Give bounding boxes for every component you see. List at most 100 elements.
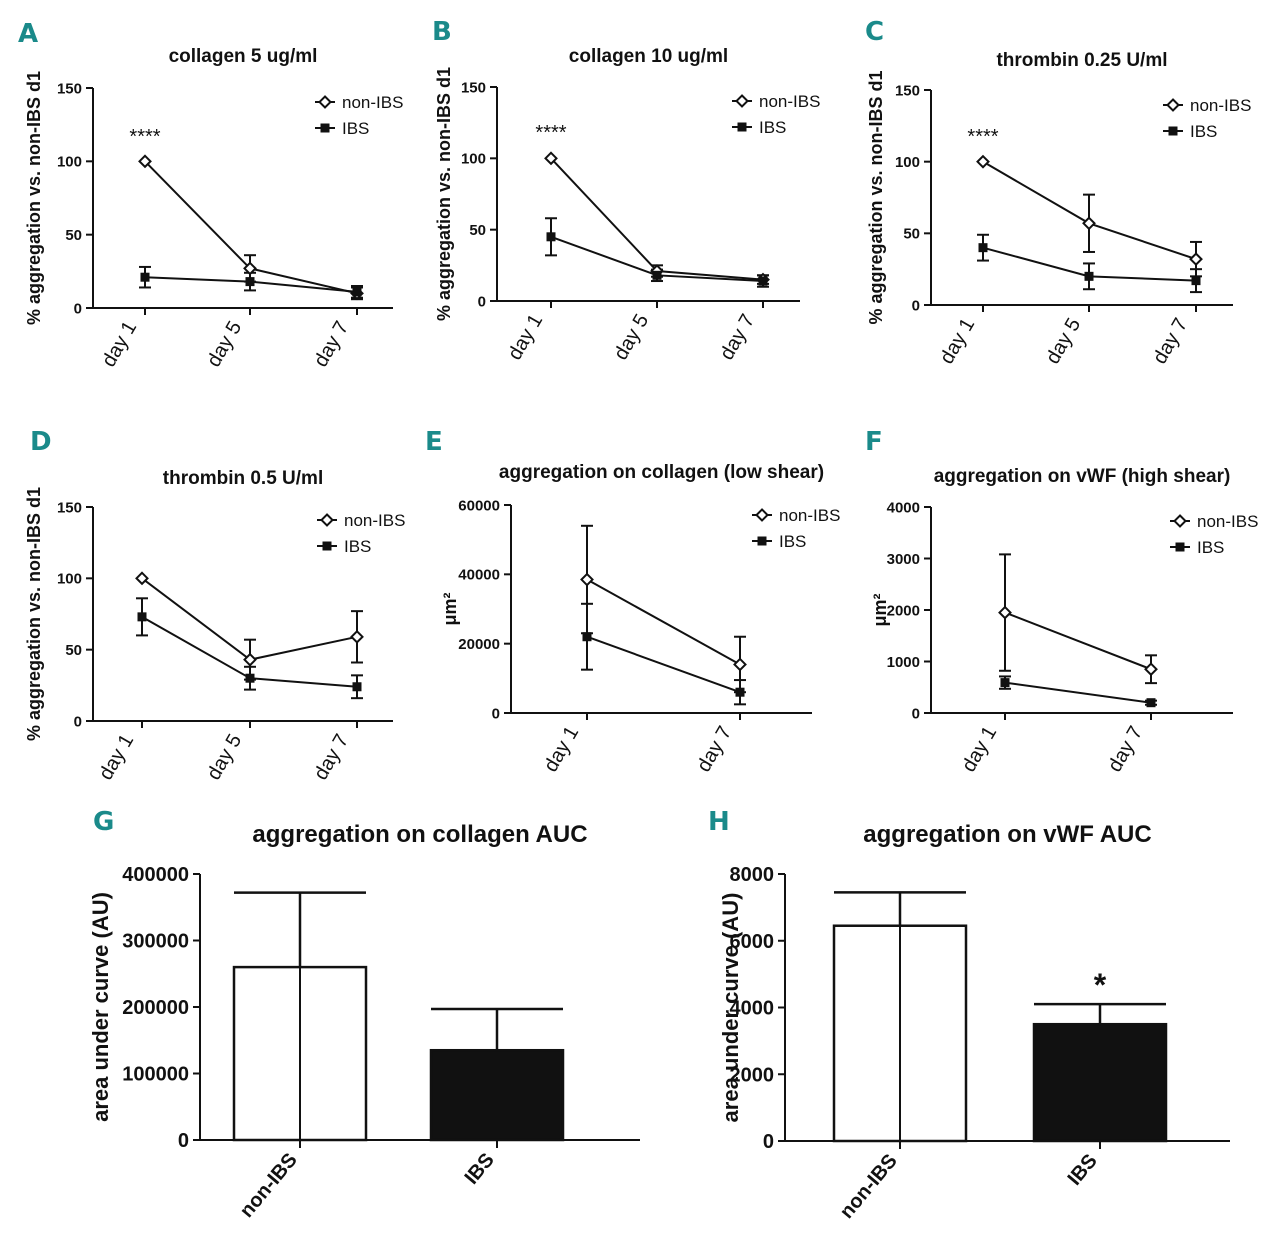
y-tick-label: 150	[57, 80, 82, 97]
y-tick-label: 3000	[887, 551, 920, 568]
legend-label: non-IBS	[759, 92, 820, 111]
panel-letter: H	[708, 807, 730, 837]
y-tick-label: 4000	[887, 499, 920, 516]
x-tick-label: non-IBS	[236, 1149, 302, 1222]
data-point-non-ibs	[135, 571, 149, 586]
y-axis-label: % aggregation vs. non-IBS d1	[434, 67, 454, 321]
data-point-ibs	[1146, 698, 1156, 708]
data-point-non-ibs	[976, 154, 990, 169]
legend-label: IBS	[342, 119, 369, 138]
legend-label: non-IBS	[342, 93, 403, 112]
legend-label: IBS	[759, 118, 786, 137]
data-point-ibs	[758, 276, 768, 286]
data-point-ibs	[546, 232, 556, 242]
y-axis-label: μm²	[870, 593, 890, 626]
legend-marker-ibs	[320, 123, 330, 133]
legend-label: non-IBS	[1197, 512, 1258, 531]
x-tick-label: day 7	[310, 318, 354, 371]
significance-annotation: *	[1094, 967, 1107, 1003]
chart-panel-g: G 0 100000 200000 300000 400000 area under cur…	[88, 807, 640, 1222]
x-tick-label: day 7	[1104, 723, 1148, 776]
y-tick-label: 0	[763, 1131, 774, 1153]
y-tick-label: 300000	[122, 931, 189, 953]
y-tick-label: 150	[461, 79, 486, 96]
panel-letter: G	[93, 807, 114, 837]
data-point-ibs	[137, 612, 147, 622]
y-tick-label: 150	[57, 499, 82, 516]
legend-marker-ibs	[737, 122, 747, 132]
y-tick-label: 50	[903, 226, 920, 243]
chart-title: aggregation on collagen AUC	[252, 821, 587, 848]
chart-panel-e: E 0 20000 40000 60000 μm² aggregation on colla…	[425, 427, 840, 776]
y-tick-label: 0	[478, 293, 486, 310]
legend: non-IBS IBS	[315, 93, 403, 138]
data-point-ibs	[735, 687, 745, 697]
panel-letter: E	[425, 427, 443, 457]
bar-ibs	[1032, 1022, 1168, 1143]
x-tick-label: day 5	[203, 731, 247, 784]
panel-letter: D	[30, 427, 52, 457]
data-point-ibs	[1000, 678, 1010, 688]
x-tick-label: day 7	[310, 731, 354, 784]
x-tick-label: day 5	[610, 311, 654, 364]
legend: non-IBS IBS	[1170, 512, 1258, 557]
chart-title: collagen 5 ug/ml	[169, 46, 318, 67]
chart-panel-a: A 0 50 100 150 % aggregation vs. non-IBS d1 co…	[18, 19, 403, 371]
data-point-non-ibs	[243, 652, 257, 667]
legend: non-IBS IBS	[752, 506, 840, 551]
y-tick-label: 0	[492, 705, 500, 722]
legend-label: non-IBS	[779, 506, 840, 525]
data-point-non-ibs	[1189, 252, 1203, 267]
y-tick-label: 50	[65, 642, 82, 659]
y-tick-label: 4000	[730, 998, 775, 1020]
series-line-non-ibs	[550, 157, 764, 281]
data-point-ibs	[582, 632, 592, 642]
y-tick-label: 2000	[887, 602, 920, 619]
y-tick-label: 0	[912, 705, 920, 722]
y-axis-label: % aggregation vs. non-IBS d1	[866, 70, 886, 324]
chart-panel-d: D 0 50 100 150 % aggregation vs. non-IBS d1 th…	[24, 427, 405, 784]
x-tick-label: non-IBS	[836, 1150, 902, 1223]
x-tick-label: day 1	[95, 731, 139, 784]
data-point-non-ibs	[580, 572, 594, 587]
y-tick-label: 0	[74, 300, 82, 317]
x-tick-label: IBS	[461, 1149, 499, 1189]
y-tick-label: 2000	[730, 1064, 775, 1086]
legend-marker-ibs	[322, 541, 332, 551]
y-tick-label: 400000	[122, 864, 189, 886]
series-line-ibs	[1004, 681, 1152, 704]
data-point-ibs	[352, 682, 362, 692]
legend-marker-non-ibs	[1166, 98, 1180, 112]
chart-panel-c: C 0 50 100 150 % aggregation vs. non-IBS d1 th…	[865, 17, 1251, 368]
significance-annotation: ****	[129, 126, 160, 148]
y-tick-label: 50	[469, 222, 486, 239]
x-tick-label: day 7	[1149, 315, 1193, 368]
x-tick-label: day 5	[1042, 315, 1086, 368]
x-tick-label: day 1	[958, 723, 1002, 776]
x-tick-label: day 7	[693, 723, 737, 776]
data-point-non-ibs	[1082, 216, 1096, 231]
legend: non-IBS IBS	[732, 92, 820, 137]
legend-marker-ibs	[1168, 126, 1178, 136]
data-point-non-ibs	[733, 657, 747, 672]
data-point-non-ibs	[350, 629, 364, 644]
significance-annotation: ****	[535, 122, 566, 144]
data-point-ibs	[140, 272, 150, 282]
data-point-non-ibs	[544, 151, 558, 166]
legend-label: IBS	[1197, 538, 1224, 557]
legend-marker-non-ibs	[320, 513, 334, 527]
legend: non-IBS IBS	[317, 511, 405, 556]
legend-marker-ibs	[1175, 542, 1185, 552]
legend-marker-non-ibs	[755, 508, 769, 522]
y-axis-label: area under curve (AU)	[88, 892, 113, 1122]
data-point-non-ibs	[998, 605, 1012, 620]
x-tick-label: IBS	[1064, 1150, 1102, 1190]
y-tick-label: 100	[57, 154, 82, 171]
x-tick-label: day 5	[203, 318, 247, 371]
series-line-ibs	[586, 635, 741, 694]
y-axis-label: % aggregation vs. non-IBS d1	[24, 71, 44, 325]
y-tick-label: 50	[65, 227, 82, 244]
panel-letter: B	[432, 17, 452, 47]
series-line-non-ibs	[586, 578, 741, 666]
